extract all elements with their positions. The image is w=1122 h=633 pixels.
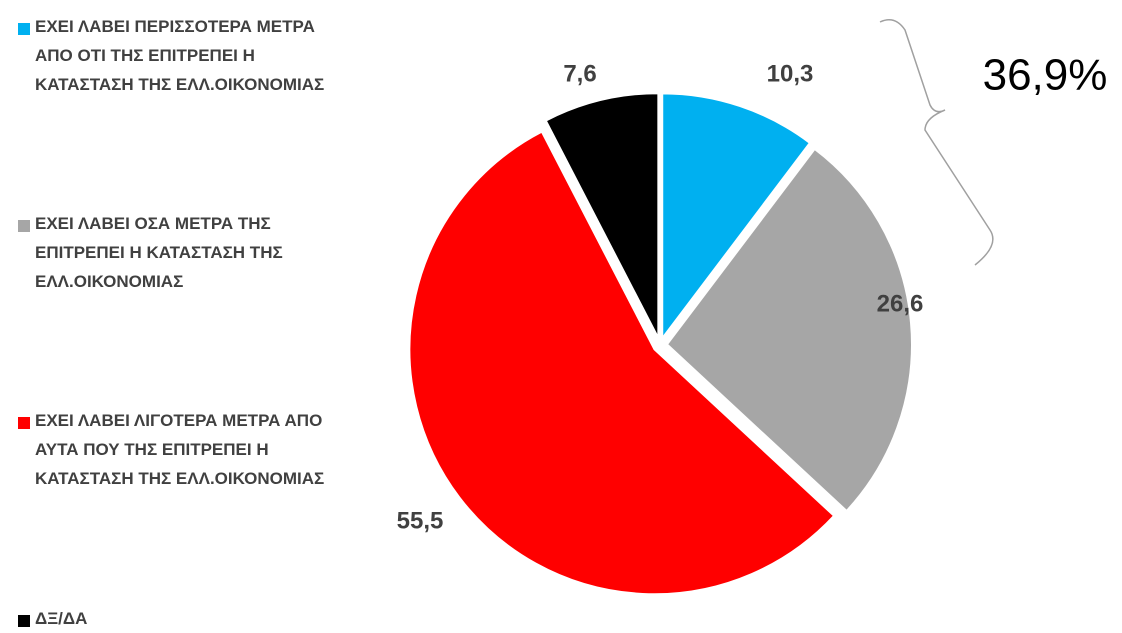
legend-swatch [18,417,30,429]
annotation: 36,9% [983,51,1108,100]
legend-label: ΕΧΕΙ ΛΑΒΕΙ ΟΣΑ ΜΕΤΡΑ ΤΗΣ ΕΠΙΤΡΕΠΕΙ Η ΚΑΤ… [35,214,283,291]
data-label: 55,5 [397,507,444,534]
legend-item: ΕΧΕΙ ΛΑΒΕΙ ΛΙΓΟΤΕΡΑ ΜΕΤΡΑ ΑΠΟ ΑΥΤΑ ΠΟΥ Τ… [18,411,358,493]
pie-slice [544,92,660,339]
bracket [879,19,994,266]
data-label: 26,6 [877,290,924,317]
legend-swatch [18,23,30,35]
legend-item: ΔΞ/ΔΑ [18,609,358,633]
legend-item: ΕΧΕΙ ΛΑΒΕΙ ΠΕΡΙΣΣΟΤΕΡΑ ΜΕΤΡΑ ΑΠΟ ΟΤΙ ΤΗΣ… [18,17,358,99]
data-label: 10,3 [767,60,814,87]
legend-swatch [18,615,30,627]
legend-label: ΕΧΕΙ ΛΑΒΕΙ ΛΙΓΟΤΕΡΑ ΜΕΤΡΑ ΑΠΟ ΑΥΤΑ ΠΟΥ Τ… [35,411,325,488]
pie-slice [665,147,913,513]
data-label: 7,6 [563,60,596,87]
legend-item: ΕΧΕΙ ΛΑΒΕΙ ΟΣΑ ΜΕΤΡΑ ΤΗΣ ΕΠΙΤΡΕΠΕΙ Η ΚΑΤ… [18,214,358,296]
pie-slice [661,92,812,342]
legend-label: ΕΧΕΙ ΛΑΒΕΙ ΠΕΡΙΣΣΟΤΕΡΑ ΜΕΤΡΑ ΑΠΟ ΟΤΙ ΤΗΣ… [35,17,325,94]
legend-swatch [18,220,30,232]
pie-slice [408,130,836,596]
legend-label: ΔΞ/ΔΑ [35,609,88,628]
